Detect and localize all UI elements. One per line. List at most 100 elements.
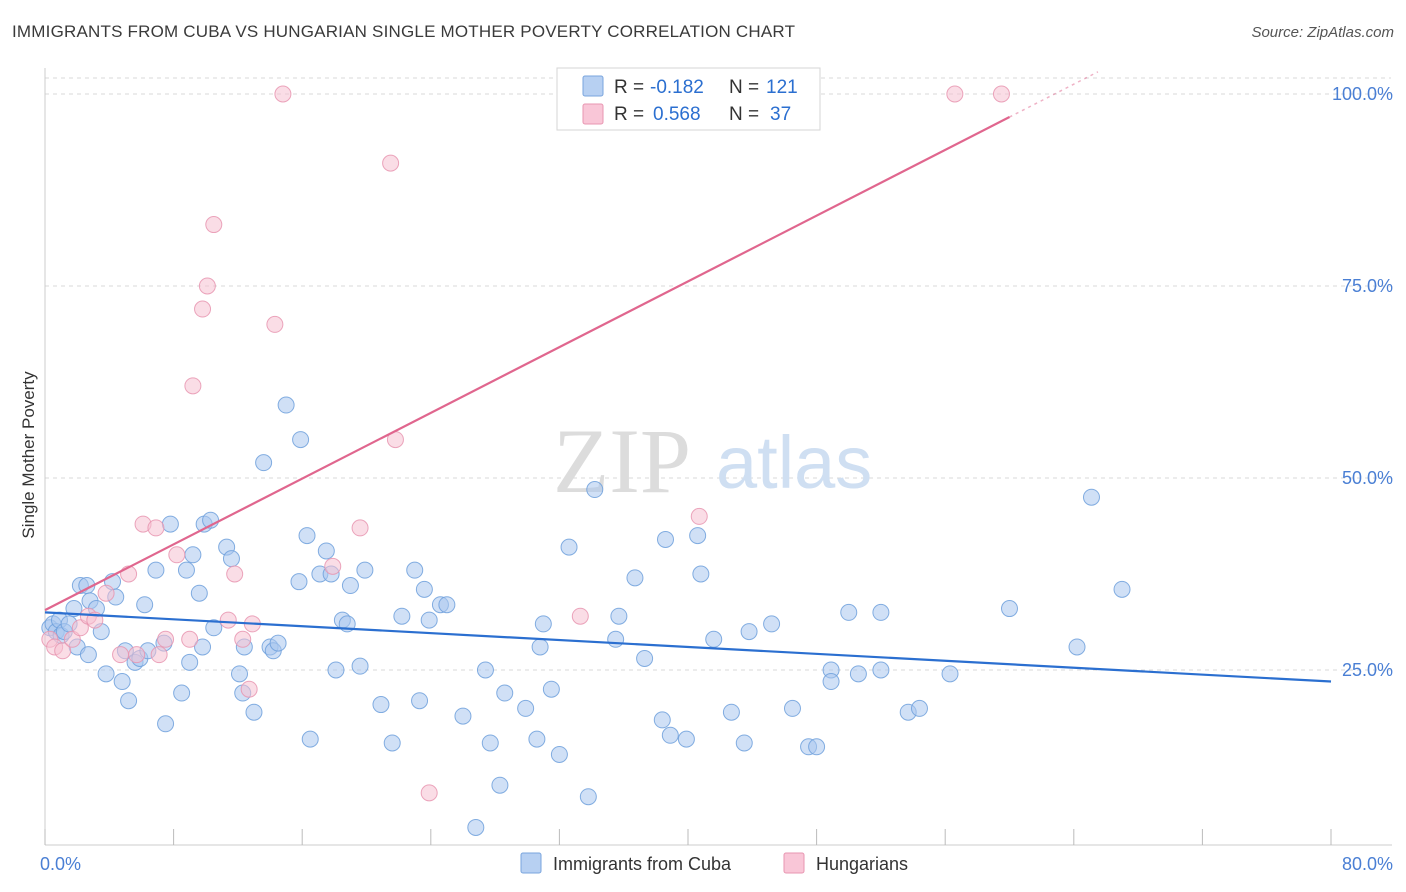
grid-layer [45, 77, 1391, 671]
legend-n-value-2: 37 [770, 104, 791, 125]
cuba-point [245, 703, 263, 721]
cuba-point [808, 738, 826, 756]
cuba-point [822, 673, 840, 691]
hungarian-point [992, 85, 1010, 103]
cuba-point [1068, 638, 1086, 656]
hungarian-point [219, 611, 237, 629]
x-tick-label-max: 80.0% [1342, 854, 1393, 874]
cuba-point [677, 730, 695, 748]
cuba-point [692, 565, 710, 583]
legend-n-label-1: N = [729, 77, 759, 98]
cuba-point [420, 611, 438, 629]
cuba-point [653, 711, 671, 729]
hungarian-point [274, 85, 292, 103]
cuba-point [550, 745, 568, 763]
hungarian-point [266, 315, 284, 333]
cuba-point [181, 653, 199, 671]
cuba-point [190, 584, 208, 602]
cuba-point [231, 665, 249, 683]
cuba-point [177, 561, 195, 579]
bottom-legend: Immigrants from Cuba Hungarians [520, 852, 908, 874]
hungarian-point [71, 619, 89, 637]
cuba-point [661, 726, 679, 744]
hungarian-point [324, 557, 342, 575]
legend-swatch-hungarians [582, 103, 604, 125]
legend-r-label-1: R = [614, 77, 644, 98]
hungarian-point [690, 507, 708, 525]
cuba-point [255, 454, 273, 472]
hungarian-point [226, 565, 244, 583]
cuba-point [372, 696, 390, 714]
hungarian-point [150, 646, 168, 664]
cuba-point [910, 699, 928, 717]
legend-swatch-cuba [582, 75, 604, 97]
cuba-point [351, 657, 369, 675]
cuba-point [656, 530, 674, 548]
cuba-point [65, 600, 83, 618]
hungarian-point [198, 277, 216, 295]
cuba-point [528, 730, 546, 748]
cuba-point [97, 665, 115, 683]
hungarian-point [54, 642, 72, 660]
cuba-trend-line [44, 611, 1332, 683]
points-layer [41, 85, 1131, 836]
cuba-point [872, 603, 890, 621]
bottom-legend-swatch-hungarians [783, 852, 805, 874]
trend-layer [44, 71, 1332, 683]
cuba-point [79, 646, 97, 664]
hungarian-point [240, 680, 258, 698]
cuba-point [438, 596, 456, 614]
cuba-point [327, 661, 345, 679]
cuba-point [147, 561, 165, 579]
legend-n-label-2: N = [729, 104, 759, 125]
y-tick-label-25: 25.0% [1342, 660, 1393, 680]
legend-n-value-1: 121 [766, 77, 798, 98]
hungarian-point [382, 154, 400, 172]
cuba-point [1113, 580, 1131, 598]
cuba-point [735, 734, 753, 752]
cuba-point [607, 630, 625, 648]
x-tick-label-min: 0.0% [40, 854, 81, 874]
cuba-point [290, 573, 308, 591]
hungarian-point [234, 630, 252, 648]
hungarian-point [205, 216, 223, 234]
hungarian-point [571, 607, 589, 625]
labels-layer: 25.0% 50.0% 75.0% 100.0% [1332, 84, 1393, 680]
cuba-point [941, 665, 959, 683]
cuba-point [222, 550, 240, 568]
cuba-point [136, 596, 154, 614]
y-tick-label-100: 100.0% [1332, 84, 1393, 104]
cuba-point [534, 615, 552, 633]
hungarian-trend-line [44, 116, 1011, 612]
cuba-point [689, 527, 707, 545]
cuba-point [560, 538, 578, 556]
y-axis-title: Single Mother Poverty [19, 371, 38, 539]
hungarian-point [112, 646, 130, 664]
cuba-point [454, 707, 472, 725]
axes-layer [44, 68, 1392, 846]
bottom-legend-swatch-cuba [520, 852, 542, 874]
cuba-point [722, 703, 740, 721]
cuba-point [840, 603, 858, 621]
cuba-point [517, 699, 535, 717]
hungarian-point [946, 85, 964, 103]
hungarian-trend-extension [1009, 71, 1099, 118]
y-tick-label-75: 75.0% [1342, 276, 1393, 296]
cuba-point [542, 680, 560, 698]
cuba-point [411, 692, 429, 710]
cuba-point [586, 481, 604, 499]
cuba-point [1001, 600, 1018, 618]
cuba-point [626, 569, 644, 587]
cuba-point [476, 661, 494, 679]
cuba-point [496, 684, 514, 702]
cuba-point [301, 730, 319, 748]
cuba-point [173, 684, 191, 702]
hungarian-point [157, 630, 175, 648]
hungarian-point [147, 519, 165, 537]
cuba-point [406, 561, 424, 579]
cuba-point [113, 673, 131, 691]
cuba-point [298, 527, 316, 545]
cuba-point [161, 515, 179, 533]
cuba-point [341, 577, 359, 595]
